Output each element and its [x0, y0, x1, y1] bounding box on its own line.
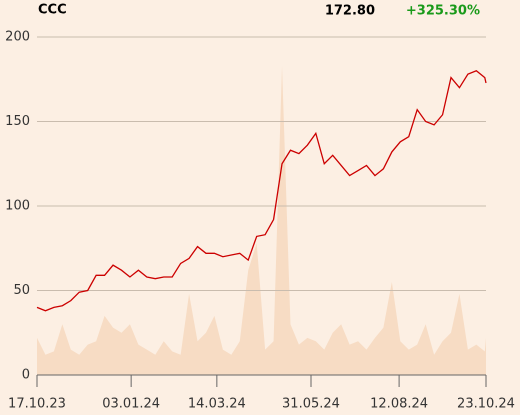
price-change: +325.30%	[406, 4, 480, 19]
x-tick-label: 31.05.24	[282, 397, 340, 412]
chart-title: CCC	[38, 3, 67, 18]
x-tick-label: 12.08.24	[370, 397, 428, 412]
x-tick-label: 23.10.24	[457, 397, 515, 412]
y-tick-label: 0	[22, 368, 30, 383]
y-tick-label: 150	[5, 114, 30, 129]
y-tick-label: 200	[5, 30, 30, 45]
last-price: 172.80	[325, 4, 375, 19]
x-tick-label: 03.01.24	[102, 397, 160, 412]
x-tick-label: 14.03.24	[188, 397, 246, 412]
y-tick-label: 100	[5, 199, 30, 214]
x-tick-label: 17.10.23	[8, 397, 66, 412]
price-line	[36, 70, 487, 312]
volume-area	[37, 65, 486, 375]
y-tick-label: 50	[13, 283, 30, 298]
